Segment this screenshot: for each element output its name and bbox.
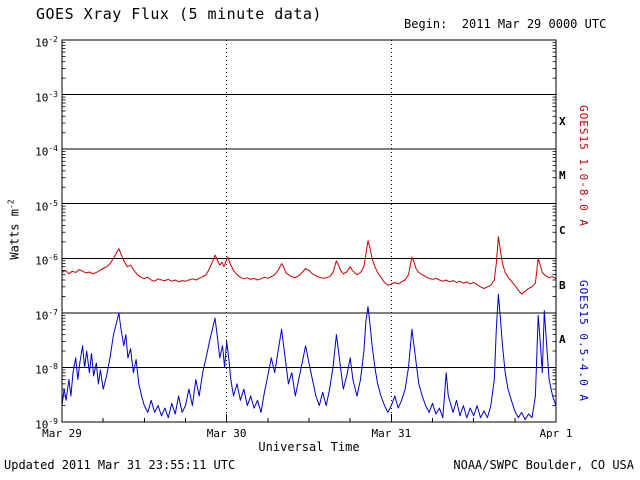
y-tick-label: 10-7	[35, 307, 58, 323]
flare-class-label: B	[559, 278, 566, 292]
y-tick-label: 10-3	[35, 89, 58, 105]
y-tick-label: 10-6	[35, 253, 58, 268]
x-tick-label: Mar 30	[206, 427, 247, 440]
flare-class-label: M	[559, 169, 566, 183]
y-tick-label: 10-2	[35, 35, 58, 50]
x-axis-title: Universal Time	[258, 440, 360, 454]
series-line-long	[61, 236, 557, 295]
series-label-long-channel: GOES15 1.0-8.0 A	[577, 105, 590, 227]
y-tick-label: 10-5	[35, 198, 58, 214]
chart-title: GOES Xray Flux (5 minute data)	[36, 5, 322, 23]
flare-class-label: A	[559, 333, 566, 347]
x-tick-label: Apr 1	[539, 427, 573, 440]
y-tick-label: 10-4	[35, 144, 58, 159]
series-line-short	[61, 293, 557, 421]
y-tick-label: 10-8	[35, 362, 58, 378]
x-tick-label: Mar 29	[42, 427, 82, 440]
flare-class-label: C	[559, 224, 566, 237]
plot-frame	[61, 39, 557, 423]
y-tick-label: 10-9	[35, 417, 58, 432]
x-tick-label: Mar 31	[371, 427, 412, 440]
begin-timestamp: Begin: 2011 Mar 29 0000 UTC	[404, 17, 607, 31]
source-attribution: NOAA/SWPC Boulder, CO USA	[453, 458, 634, 472]
flare-class-label: X	[559, 114, 566, 128]
series-label-short-channel: GOES15 0.5-4.0 A	[577, 280, 590, 402]
updated-timestamp: Updated 2011 Mar 31 23:55:11 UTC	[4, 458, 236, 472]
